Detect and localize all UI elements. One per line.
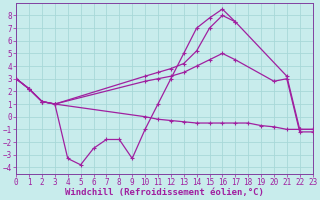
X-axis label: Windchill (Refroidissement éolien,°C): Windchill (Refroidissement éolien,°C) [65,188,264,197]
